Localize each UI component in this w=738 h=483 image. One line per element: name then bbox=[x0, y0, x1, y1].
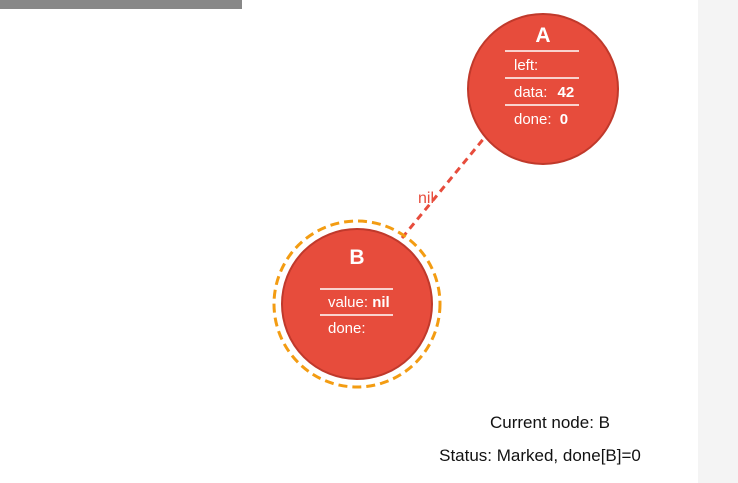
edge-b-a: nil bbox=[400, 124, 496, 239]
node-a-field-left: left: bbox=[514, 57, 538, 74]
edge-label: nil bbox=[418, 190, 434, 207]
node-b-title: B bbox=[349, 246, 364, 269]
current-node-label: Current node: B bbox=[489, 413, 610, 432]
node-b-circle bbox=[281, 228, 433, 380]
node-b-field-value: value: nil bbox=[328, 294, 390, 311]
node-b[interactable]: B value: nil done: bbox=[272, 219, 442, 389]
node-a-field-done: done: 0 bbox=[514, 111, 568, 128]
node-b-highlight-ring bbox=[272, 219, 442, 389]
right-side-panel bbox=[698, 0, 738, 483]
top-progress-bar bbox=[0, 0, 242, 9]
node-a-title: A bbox=[535, 24, 550, 47]
edge-line bbox=[400, 124, 496, 239]
node-a[interactable]: A left: data: 42 done: 0 bbox=[467, 13, 619, 165]
status-line: Status: Marked, done[B]=0 bbox=[439, 446, 641, 465]
node-b-field-done: done: bbox=[328, 320, 366, 337]
node-a-field-data: data: 42 bbox=[514, 84, 574, 101]
